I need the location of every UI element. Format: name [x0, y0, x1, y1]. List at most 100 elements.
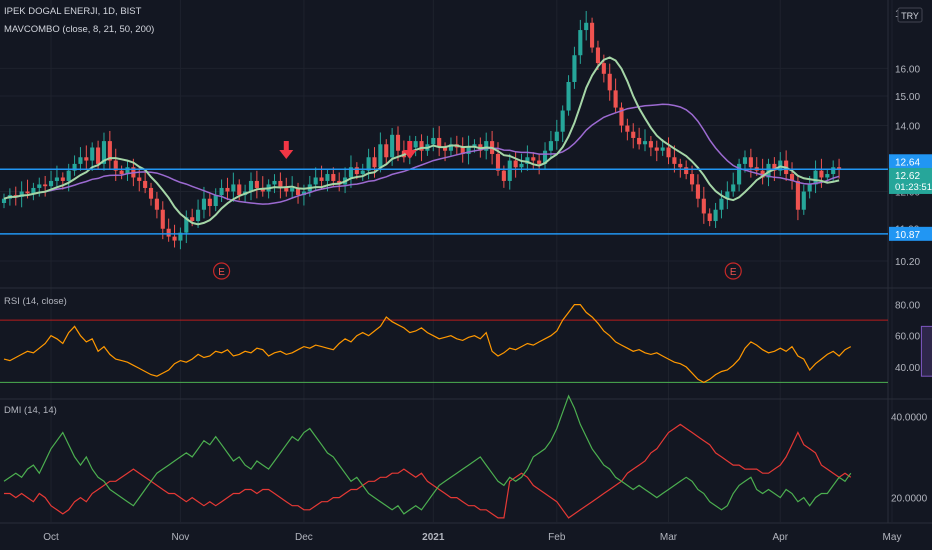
- candle-body: [554, 131, 559, 142]
- time-tick: May: [883, 532, 902, 543]
- candle-body: [378, 144, 383, 168]
- candle-body: [125, 167, 130, 175]
- candle-body: [248, 180, 254, 192]
- candle-body: [560, 110, 565, 132]
- candle-body: [795, 180, 800, 210]
- candle-body: [319, 177, 324, 181]
- candle-body: [143, 180, 148, 188]
- candle-body: [301, 191, 306, 196]
- chart-title: IPEK DOGAL ENERJI, 1D, BIST: [4, 6, 142, 17]
- candle-body: [460, 147, 465, 154]
- earnings-icon: [724, 262, 742, 280]
- candle-body: [107, 141, 112, 161]
- candle-body: [707, 213, 712, 222]
- candle-body: [443, 147, 448, 151]
- candle-body: [390, 134, 395, 158]
- candle-body: [642, 141, 648, 145]
- candle-body: [537, 160, 542, 164]
- candle-body: [207, 198, 212, 207]
- countdown-label: 01:23:51: [895, 182, 932, 193]
- candle-body: [572, 55, 577, 82]
- candle-body: [43, 184, 48, 187]
- dmi-pane: [3, 394, 852, 519]
- price-tick: 14.00: [895, 122, 920, 133]
- down-arrow-icon: [407, 141, 413, 150]
- candle-body: [190, 217, 195, 222]
- candle-body: [166, 228, 171, 237]
- dmi-minus-line: [4, 423, 852, 519]
- candle-body: [219, 187, 224, 196]
- candle-body: [372, 157, 377, 168]
- time-tick: Mar: [660, 532, 678, 543]
- last-price-label: 12.62: [895, 171, 920, 182]
- candle-body: [290, 187, 295, 192]
- candle-body: [354, 167, 359, 175]
- candle-body: [431, 137, 436, 145]
- candle-body: [31, 187, 36, 194]
- candle-body: [413, 141, 418, 148]
- candle-body: [789, 174, 795, 181]
- price-tick: 10.20: [895, 257, 920, 268]
- candle-body: [237, 184, 242, 196]
- earnings-label: E: [730, 267, 737, 278]
- candle-body: [766, 163, 771, 178]
- candle-body: [831, 167, 836, 175]
- currency-badge: [897, 7, 923, 23]
- candle-body: [278, 180, 283, 188]
- rsi-tick: 40.00: [895, 363, 920, 374]
- time-tick: Apr: [772, 532, 788, 543]
- candle-body: [619, 107, 624, 126]
- rsi-tick: 80.00: [895, 301, 920, 312]
- candle-body: [331, 174, 336, 181]
- candle-body: [60, 177, 65, 181]
- candle-body: [25, 191, 30, 194]
- candle-body: [113, 160, 118, 171]
- candle-body: [542, 150, 548, 164]
- time-tick: Oct: [43, 532, 59, 543]
- candle-body: [154, 198, 159, 210]
- candle-body: [19, 191, 24, 197]
- time-tick: Feb: [548, 532, 566, 543]
- candle-body: [101, 141, 107, 164]
- candle-body: [484, 141, 489, 151]
- candle-body: [507, 160, 512, 181]
- currency-label: TRY: [901, 11, 919, 21]
- candle-body: [172, 236, 177, 241]
- time-tick: Dec: [295, 532, 313, 543]
- rsi-pane: [0, 304, 932, 384]
- price-tick: 16.00: [895, 64, 920, 75]
- candle-body: [731, 184, 736, 192]
- candle-body: [1, 198, 7, 204]
- candle-body: [196, 209, 201, 222]
- candle-body: [201, 198, 207, 210]
- dmi-tick: 20.0000: [891, 494, 928, 505]
- candle-body: [495, 153, 501, 171]
- candle-body: [760, 170, 765, 178]
- indicator-title: MAVCOMBO (close, 8, 21, 50, 200): [4, 24, 155, 35]
- candle-body: [613, 90, 618, 108]
- candle-body: [725, 191, 730, 199]
- resistance-label: 12.64: [895, 157, 920, 168]
- candle-body: [748, 157, 753, 168]
- candle-body: [719, 198, 724, 210]
- candle-body: [807, 184, 812, 192]
- candle-body: [595, 47, 601, 64]
- candle-body: [66, 170, 71, 181]
- candle-body: [637, 137, 642, 145]
- candle-body: [419, 141, 424, 151]
- candle-body: [531, 157, 536, 161]
- candle-body: [684, 167, 689, 175]
- candle-body: [254, 180, 259, 188]
- candle-body: [772, 163, 777, 171]
- candle-body: [825, 174, 830, 178]
- candle-body: [695, 184, 700, 199]
- candle-body: [801, 191, 806, 210]
- candle-body: [395, 134, 401, 151]
- candle-body: [525, 157, 530, 164]
- dmi-tick: 40.0000: [891, 412, 928, 423]
- candle-body: [466, 147, 471, 154]
- candle-body: [48, 180, 54, 187]
- candle-body: [384, 144, 389, 158]
